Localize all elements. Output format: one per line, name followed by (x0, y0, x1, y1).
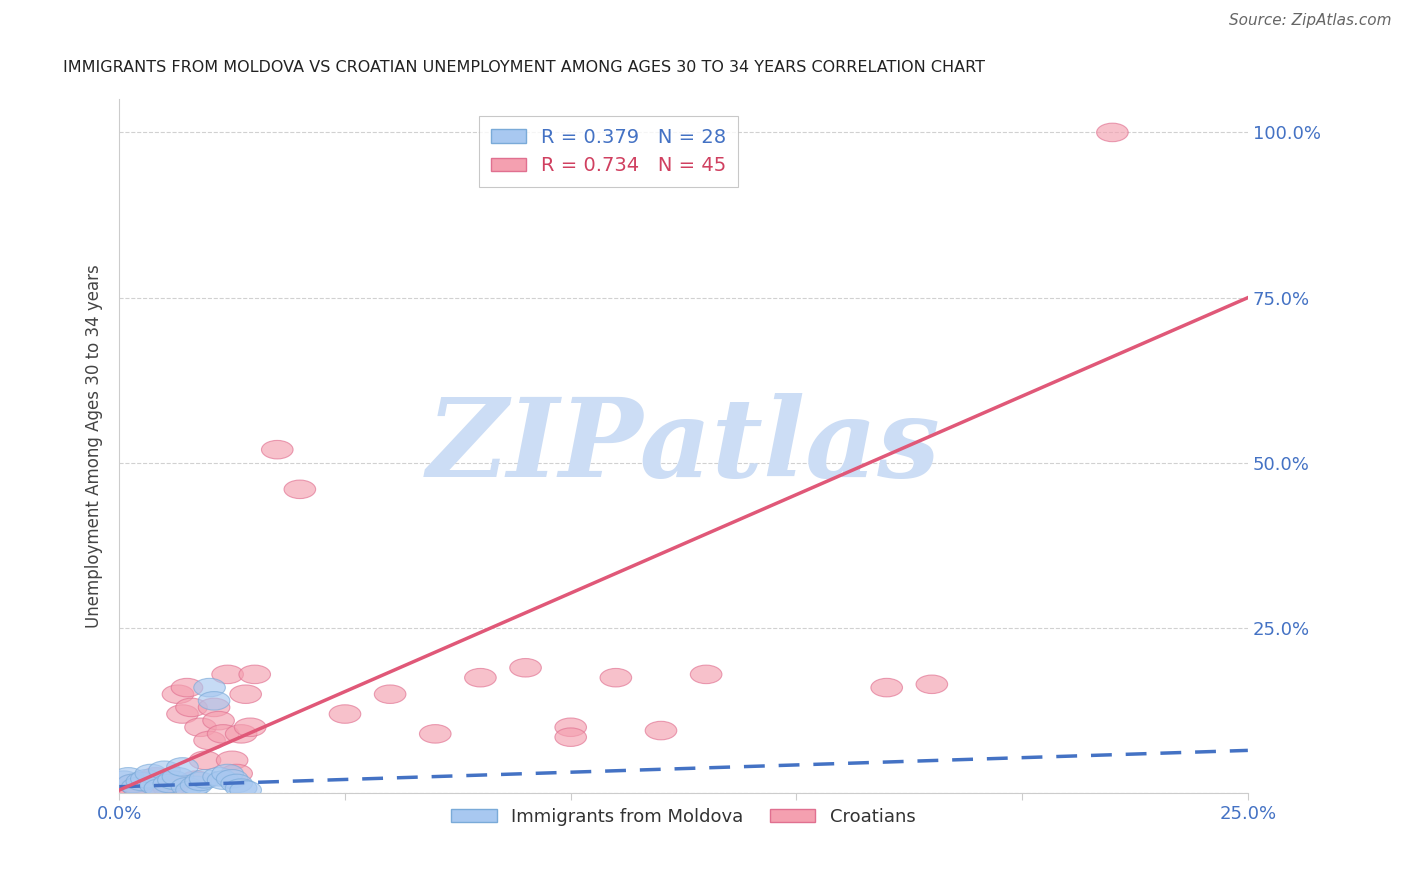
Ellipse shape (131, 770, 162, 788)
Ellipse shape (127, 772, 157, 790)
Ellipse shape (212, 764, 243, 783)
Ellipse shape (202, 712, 235, 730)
Ellipse shape (139, 768, 172, 786)
Ellipse shape (190, 770, 221, 788)
Ellipse shape (121, 778, 153, 796)
Ellipse shape (153, 774, 184, 793)
Ellipse shape (690, 665, 721, 683)
Ellipse shape (167, 757, 198, 776)
Ellipse shape (600, 668, 631, 687)
Ellipse shape (153, 779, 184, 797)
Text: Source: ZipAtlas.com: Source: ZipAtlas.com (1229, 13, 1392, 29)
Ellipse shape (117, 774, 149, 793)
Ellipse shape (194, 678, 225, 697)
Ellipse shape (1097, 123, 1128, 142)
Ellipse shape (184, 772, 217, 790)
Ellipse shape (139, 776, 172, 795)
Ellipse shape (555, 728, 586, 747)
Ellipse shape (121, 778, 153, 796)
Ellipse shape (190, 751, 221, 770)
Ellipse shape (157, 771, 190, 789)
Ellipse shape (135, 771, 167, 789)
Ellipse shape (217, 770, 247, 788)
Ellipse shape (180, 771, 212, 789)
Ellipse shape (225, 779, 257, 797)
Ellipse shape (180, 776, 212, 795)
Ellipse shape (229, 780, 262, 799)
Y-axis label: Unemployment Among Ages 30 to 34 years: Unemployment Among Ages 30 to 34 years (86, 265, 103, 628)
Ellipse shape (221, 764, 253, 783)
Ellipse shape (225, 724, 257, 743)
Ellipse shape (149, 761, 180, 780)
Ellipse shape (419, 724, 451, 743)
Ellipse shape (162, 768, 194, 786)
Ellipse shape (221, 774, 253, 793)
Ellipse shape (112, 776, 143, 795)
Ellipse shape (555, 718, 586, 737)
Ellipse shape (329, 705, 361, 723)
Ellipse shape (207, 724, 239, 743)
Ellipse shape (202, 768, 235, 786)
Legend: Immigrants from Moldova, Croatians: Immigrants from Moldova, Croatians (444, 800, 922, 833)
Ellipse shape (239, 665, 270, 683)
Ellipse shape (149, 774, 180, 793)
Ellipse shape (167, 705, 198, 723)
Ellipse shape (172, 778, 202, 796)
Ellipse shape (510, 658, 541, 677)
Ellipse shape (143, 779, 176, 797)
Text: IMMIGRANTS FROM MOLDOVA VS CROATIAN UNEMPLOYMENT AMONG AGES 30 TO 34 YEARS CORRE: IMMIGRANTS FROM MOLDOVA VS CROATIAN UNEM… (63, 60, 984, 75)
Ellipse shape (198, 691, 229, 710)
Ellipse shape (117, 774, 149, 793)
Ellipse shape (645, 722, 676, 739)
Ellipse shape (217, 751, 247, 770)
Ellipse shape (262, 441, 292, 458)
Ellipse shape (212, 665, 243, 683)
Ellipse shape (374, 685, 406, 704)
Ellipse shape (194, 731, 225, 750)
Ellipse shape (108, 771, 139, 789)
Ellipse shape (112, 768, 143, 786)
Ellipse shape (207, 771, 239, 789)
Ellipse shape (131, 772, 162, 790)
Ellipse shape (162, 685, 194, 704)
Ellipse shape (135, 764, 167, 783)
Ellipse shape (870, 678, 903, 697)
Ellipse shape (157, 776, 190, 795)
Ellipse shape (127, 780, 157, 799)
Ellipse shape (198, 698, 229, 716)
Ellipse shape (284, 480, 315, 499)
Ellipse shape (143, 778, 176, 796)
Ellipse shape (184, 718, 217, 737)
Ellipse shape (917, 675, 948, 694)
Text: ZIPatlas: ZIPatlas (426, 392, 941, 500)
Ellipse shape (176, 698, 207, 716)
Ellipse shape (176, 780, 207, 799)
Ellipse shape (235, 718, 266, 737)
Ellipse shape (172, 678, 202, 697)
Ellipse shape (464, 668, 496, 687)
Ellipse shape (229, 685, 262, 704)
Ellipse shape (108, 779, 139, 797)
